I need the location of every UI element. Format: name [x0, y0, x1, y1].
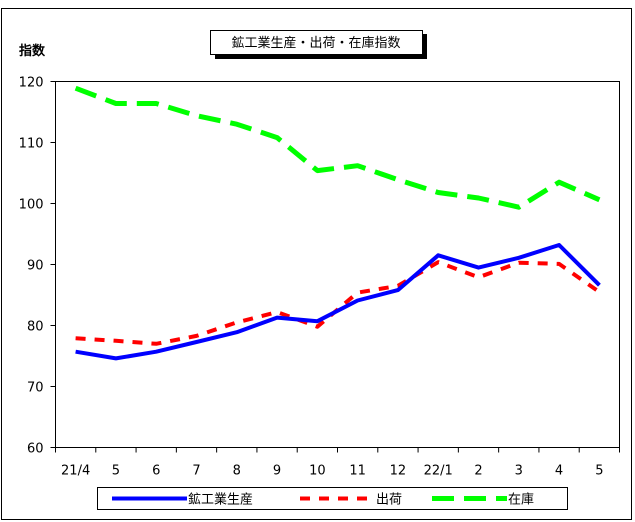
x-tick-label: 4: [555, 464, 563, 479]
x-tick-label: 2: [474, 464, 482, 479]
x-tick-label: 6: [152, 464, 160, 479]
x-tick-label: 9: [273, 464, 281, 479]
plot-area: [55, 81, 620, 448]
x-tick-label: 5: [595, 464, 603, 479]
legend-label-3: 在庫: [508, 493, 534, 508]
x-tick-label: 21/4: [61, 464, 90, 479]
y-axis-label: 指数: [19, 43, 46, 59]
y-tick-label: 70: [27, 381, 44, 396]
x-tick-label: 11: [349, 464, 366, 479]
legend-box: [97, 487, 568, 510]
x-axis: 21/4 5 6 7 8 9 10 11 12 22/1 2 3 4 5: [55, 447, 620, 479]
series-line-3: [74, 85, 601, 210]
x-tick-label: 5: [112, 464, 120, 479]
chart-title: 鉱工業生産・出荷・在庫指数: [231, 35, 400, 51]
series-layer: [74, 85, 601, 361]
title-box: [210, 30, 423, 55]
x-tick-label: 22/1: [424, 464, 453, 479]
x-tick-label: 7: [192, 464, 200, 479]
y-tick-label: 100: [19, 198, 44, 213]
y-tick-label: 120: [19, 76, 44, 91]
y-tick-label: 90: [27, 259, 44, 274]
legend: 鉱工業生産 出荷 在庫: [112, 492, 534, 508]
legend-label-1: 鉱工業生産: [188, 492, 253, 508]
y-tick-label: 60: [27, 442, 44, 457]
x-tick-label: 3: [515, 464, 523, 479]
y-tick-label: 80: [27, 320, 44, 335]
y-axis: 60 70 80 90 100 110 120: [19, 76, 56, 457]
x-tick-label: 10: [309, 464, 326, 479]
x-tick-label: 12: [390, 464, 407, 479]
x-tick-label: 8: [233, 464, 241, 479]
series-line-1: [75, 243, 601, 361]
legend-label-2: 出荷: [376, 493, 402, 508]
y-tick-label: 110: [19, 137, 44, 152]
